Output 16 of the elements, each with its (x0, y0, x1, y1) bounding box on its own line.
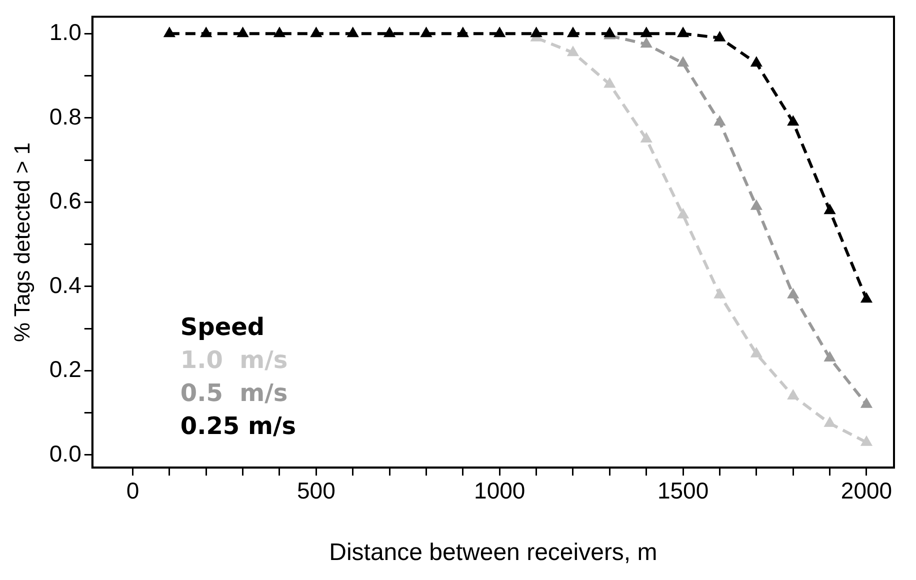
x-tick-label: 1000 (474, 478, 526, 504)
y-tick-label: 0.6 (49, 188, 82, 214)
y-tick-label: 0.8 (49, 103, 82, 130)
y-tick-label: 0.4 (49, 272, 82, 298)
x-tick-label: 0 (126, 478, 140, 504)
text: 0.25 m/s (180, 412, 296, 440)
x-axis-title: Distance between receivers, m (329, 539, 658, 566)
x-tick-label: 500 (296, 478, 336, 504)
text: 0.5 m/s (180, 378, 288, 407)
y-axis-title: % Tags detected > 1 (9, 142, 34, 342)
y-tick-label: 1.0 (49, 18, 82, 45)
y-tick-label: 0.0 (49, 440, 82, 466)
x-tick-label: 2000 (840, 478, 892, 504)
y-tick-label: 0.2 (49, 356, 82, 382)
x-tick-label: 1500 (657, 478, 709, 504)
legend-title: Speed (180, 312, 265, 341)
